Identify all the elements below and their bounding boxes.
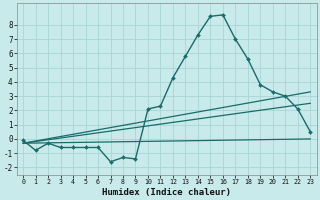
X-axis label: Humidex (Indice chaleur): Humidex (Indice chaleur) bbox=[102, 188, 231, 197]
